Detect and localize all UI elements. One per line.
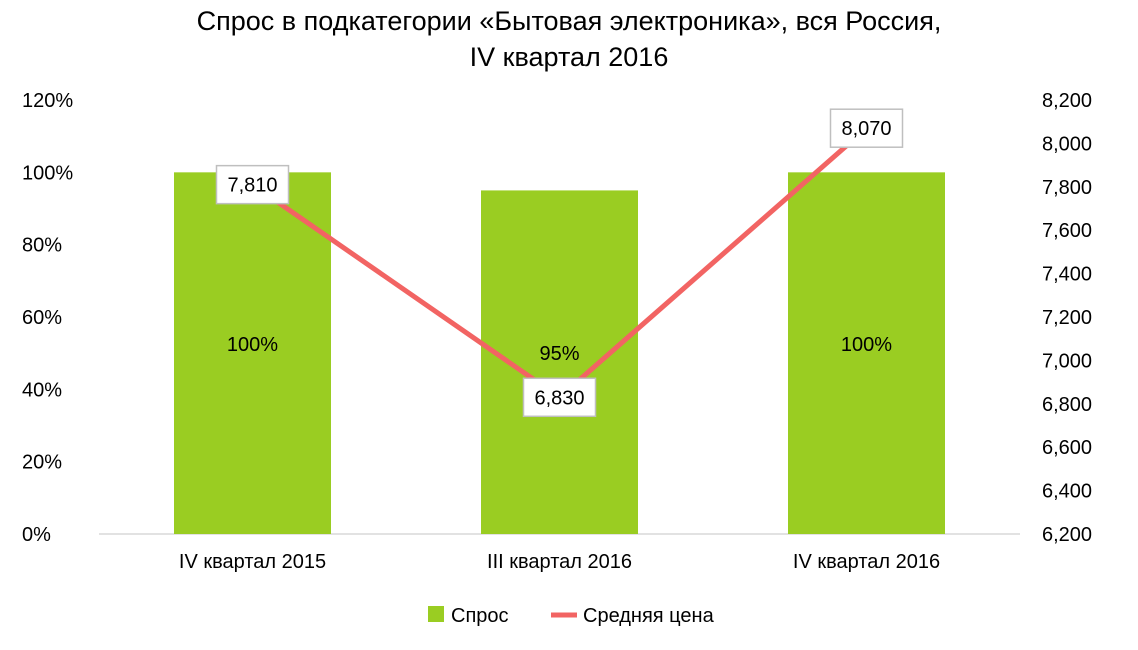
line-data-label-box	[829, 108, 904, 148]
bar	[174, 172, 331, 535]
right-tick-label: 8,000	[1042, 133, 1092, 155]
right-tick-label: 7,200	[1042, 307, 1092, 329]
left-tick-label: 40%	[22, 379, 62, 401]
right-tick-label: 6,400	[1042, 481, 1092, 503]
right-tick-label: 7,000	[1042, 350, 1092, 372]
line-data-label: 6,830	[534, 387, 584, 409]
right-tick-label: 8,200	[1042, 90, 1092, 112]
left-tick-label: 0%	[22, 524, 51, 546]
bar-data-label: 100%	[841, 334, 892, 356]
x-tick-label: III квартал 2016	[487, 551, 632, 573]
bar-data-label: 100%	[227, 334, 278, 356]
right-axis: 6,200 6,400 6,600 6,800 7,000 7,200 7,400 7,600…	[1042, 90, 1092, 546]
left-tick-label: 80%	[22, 235, 62, 257]
left-tick-label: 100%	[22, 162, 73, 184]
left-tick-label: 20%	[22, 452, 62, 474]
line-series: 7,810 6,830 8,070	[215, 108, 904, 418]
x-tick-label: IV квартал 2016	[793, 551, 940, 573]
right-tick-label: 7,800	[1042, 177, 1092, 199]
chart-subtitle: IV квартал 2016	[470, 42, 669, 72]
legend: Спрос Средняя цена	[428, 605, 715, 627]
right-tick-label: 7,600	[1042, 220, 1092, 242]
line-data-label-box	[522, 377, 597, 418]
chart-title: Спрос в подкатегории «Бытовая электроник…	[197, 6, 942, 36]
x-axis: IV квартал 2015 III квартал 2016 IV кварта…	[179, 551, 940, 573]
bar	[788, 172, 945, 535]
line-data-label-box	[215, 164, 290, 205]
line-data-label: 8,070	[841, 118, 891, 140]
legend-swatch-bar	[428, 606, 444, 622]
left-tick-label: 60%	[22, 307, 62, 329]
bar-series: 100% 95% 100%	[174, 172, 945, 535]
bar-data-label: 95%	[539, 343, 579, 365]
right-tick-label: 6,600	[1042, 437, 1092, 459]
left-tick-label: 120%	[22, 90, 73, 112]
right-tick-label: 6,200	[1042, 524, 1092, 546]
left-axis: 0% 20% 40% 60% 80% 100% 120%	[22, 90, 73, 546]
legend-label-line: Средняя цена	[583, 605, 715, 627]
right-tick-label: 7,400	[1042, 264, 1092, 286]
legend-label-bar: Спрос	[451, 605, 509, 627]
x-tick-label: IV квартал 2015	[179, 551, 326, 573]
right-tick-label: 6,800	[1042, 394, 1092, 416]
line-data-label: 7,810	[227, 175, 277, 197]
